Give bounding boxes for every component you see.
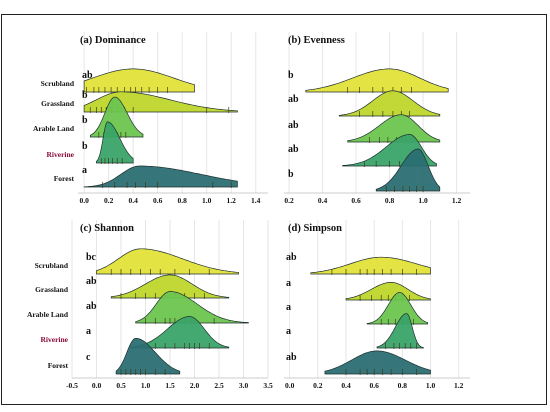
x-tick-label: 1.5 (165, 381, 175, 390)
x-tick-label: 1.0 (202, 196, 212, 205)
x-tick-label: -0.5 (66, 381, 78, 390)
x-tick-label: 0.0 (79, 196, 89, 205)
x-tick-label: 2.5 (214, 381, 224, 390)
density-ridge-arable-land (135, 291, 249, 324)
x-tick-label: 0.8 (178, 196, 188, 205)
x-tick-label: 0.8 (385, 196, 395, 205)
category-label: Forest (48, 361, 69, 370)
x-tick-label: 1.4 (251, 196, 261, 205)
x-tick-label: 0.6 (153, 196, 163, 205)
significance-letter: b (82, 115, 88, 126)
x-tick-label: 2.0 (190, 381, 200, 390)
x-tick-label: 0.2 (104, 196, 114, 205)
significance-letter: b (82, 141, 88, 152)
density-ridge-arable-land (89, 96, 144, 138)
x-tick-label: 0.6 (351, 196, 361, 205)
category-label: Scrubland (41, 79, 75, 88)
x-tick-label: 1.0 (141, 381, 151, 390)
panel-3: bc Scrubland ab Grassland ab Arable Land a Rive… (27, 220, 273, 390)
category-label: Arable Land (33, 124, 75, 133)
significance-letter: a (286, 278, 291, 289)
panel-1: ab Scrubland b Grassland b Arable Land b Riveri… (33, 32, 268, 205)
significance-letter: a (82, 165, 87, 176)
category-label: Grassland (35, 285, 69, 294)
significance-letter: a (286, 302, 291, 313)
density-ridge-arable-land (366, 292, 429, 325)
x-tick-label: 1.0 (418, 196, 428, 205)
category-label: Riverine (41, 335, 69, 344)
density-ridge-grassland (110, 274, 230, 299)
category-label: Forest (54, 174, 75, 183)
panel-title: (c) Shannon (80, 223, 134, 234)
density-ridge-scrubland (83, 68, 195, 93)
density-ridge-grassland (338, 90, 441, 117)
significance-letter: ab (286, 252, 297, 263)
density-ridge-riverine (376, 313, 424, 349)
x-tick-label: 0.0 (285, 381, 295, 390)
x-tick-label: 1.2 (227, 196, 237, 205)
density-ridge-forest (83, 165, 238, 188)
category-label: Grassland (41, 99, 75, 108)
x-tick-label: 1.2 (454, 381, 464, 390)
x-tick-label: 0.5 (116, 381, 126, 390)
significance-letter: a (286, 326, 291, 337)
x-tick-label: 3.0 (239, 381, 249, 390)
x-tick-label: 0.2 (313, 381, 323, 390)
significance-letter: ab (288, 120, 299, 131)
x-tick-label: 3.5 (263, 381, 273, 390)
panel-4: ab a a a ab 0.0 0.2 0.4 0.6 0.8 1.0 1.2 (d) Simpson (284, 220, 470, 390)
significance-letter: b (82, 90, 88, 101)
category-label: Arable Land (27, 310, 69, 319)
density-ridge-scrubland (305, 68, 449, 93)
x-tick-label: 0.8 (398, 381, 408, 390)
panel-title: (d) Simpson (288, 223, 342, 234)
category-label: Scrubland (35, 261, 69, 270)
figure-frame (1, 14, 547, 405)
significance-letter: ab (286, 352, 297, 363)
x-tick-label: 0.2 (284, 196, 294, 205)
x-tick-label: 0.4 (128, 196, 138, 205)
panel-2: b ab ab ab b 0.2 0.4 0.6 0.8 1.0 1.2 (b) Evenness (284, 32, 470, 205)
density-ridge-forest (375, 148, 441, 192)
significance-letter: b (288, 70, 294, 81)
panel-title: (b) Evenness (288, 35, 345, 46)
x-tick-label: 1.0 (426, 381, 436, 390)
x-tick-label: 0.4 (318, 196, 328, 205)
significance-letter: ab (82, 70, 93, 81)
significance-letter: c (86, 352, 91, 363)
density-ridge-scrubland (96, 248, 239, 275)
significance-letter: ab (86, 301, 97, 312)
x-tick-label: 0.4 (341, 381, 351, 390)
density-ridge-riverine (96, 121, 134, 164)
x-tick-label: 1.2 (452, 196, 462, 205)
x-tick-label: 0.0 (92, 381, 102, 390)
significance-letter: a (86, 326, 91, 337)
x-tick-label: 0.6 (369, 381, 379, 390)
significance-letter: ab (288, 94, 299, 105)
density-ridge-arable-land (347, 114, 441, 143)
density-ridge-scrubland (310, 256, 431, 275)
panel-title: (a) Dominance (80, 35, 146, 46)
density-ridge-forest (115, 337, 181, 375)
category-label: Riverine (47, 150, 75, 159)
significance-letter: ab (86, 276, 97, 287)
significance-letter: b (288, 169, 294, 180)
significance-letter: bc (86, 252, 97, 263)
significance-letter: ab (288, 144, 299, 155)
density-ridge-forest (324, 350, 431, 375)
